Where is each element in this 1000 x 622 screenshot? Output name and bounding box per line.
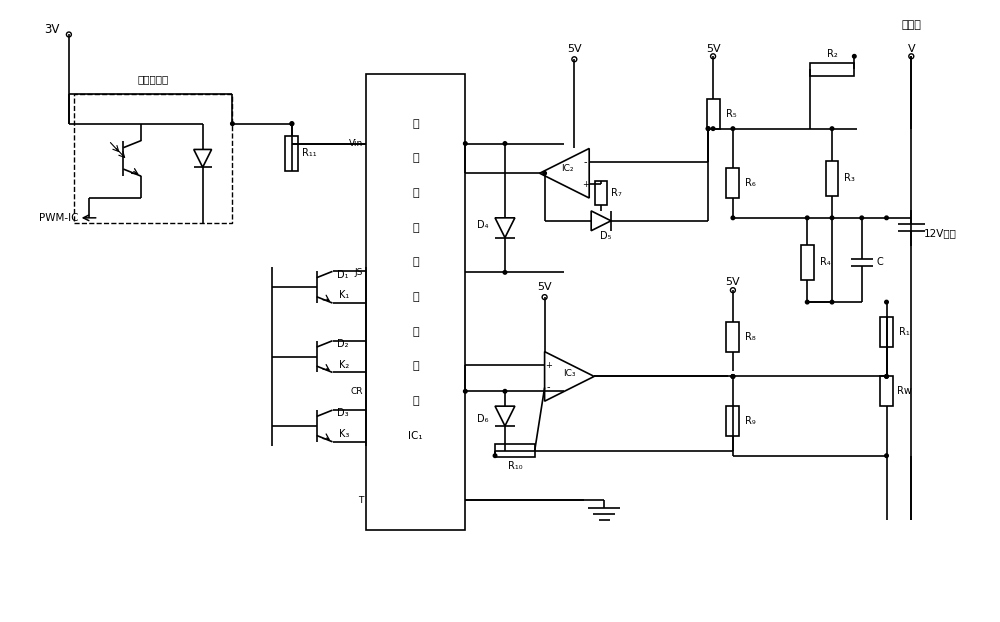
Circle shape: [731, 374, 735, 378]
Circle shape: [503, 142, 507, 146]
Circle shape: [885, 454, 888, 457]
Text: C: C: [876, 258, 883, 267]
Text: R₅: R₅: [726, 109, 736, 119]
Circle shape: [706, 127, 710, 131]
Circle shape: [885, 216, 888, 220]
Text: 5V: 5V: [706, 44, 720, 54]
Text: D₃: D₃: [337, 408, 348, 418]
Text: 路: 路: [412, 223, 419, 233]
Circle shape: [830, 216, 834, 220]
Circle shape: [706, 127, 710, 131]
Text: 12V电池: 12V电池: [924, 228, 957, 238]
Circle shape: [885, 300, 888, 304]
Text: D₅: D₅: [600, 231, 612, 241]
Circle shape: [731, 374, 735, 378]
Bar: [495, 444, 535, 457]
Text: -: -: [547, 383, 550, 392]
Text: 入: 入: [412, 154, 419, 164]
Text: R₆: R₆: [745, 178, 756, 188]
Text: R₂: R₂: [827, 49, 837, 59]
Circle shape: [830, 127, 834, 131]
Text: K₂: K₂: [339, 360, 350, 369]
Text: PWM-IC: PWM-IC: [39, 213, 79, 223]
Text: R₁: R₁: [899, 327, 910, 337]
Text: 主电源: 主电源: [901, 19, 921, 30]
Text: R₉: R₉: [745, 416, 756, 426]
Circle shape: [503, 271, 507, 274]
Bar: [880, 376, 893, 406]
Text: IC₁: IC₁: [408, 431, 423, 441]
Text: 央: 央: [412, 292, 419, 302]
Text: 5V: 5V: [567, 44, 582, 54]
Text: T: T: [358, 496, 363, 505]
Bar: [726, 169, 739, 198]
Circle shape: [290, 122, 294, 126]
Bar: [595, 180, 607, 205]
Circle shape: [464, 142, 467, 146]
Bar: [707, 99, 720, 129]
Circle shape: [543, 172, 546, 175]
Text: 器: 器: [412, 396, 419, 406]
Circle shape: [860, 216, 864, 220]
Bar: [726, 406, 739, 436]
Text: Vin: Vin: [349, 139, 363, 148]
Circle shape: [503, 389, 507, 393]
Bar: [880, 317, 893, 346]
Text: 5V: 5V: [537, 282, 552, 292]
Circle shape: [464, 389, 467, 393]
Bar: [810, 63, 854, 76]
Circle shape: [885, 374, 888, 378]
Text: D₄: D₄: [477, 220, 489, 230]
Circle shape: [853, 55, 856, 58]
Text: R₁₀: R₁₀: [508, 461, 522, 471]
Circle shape: [711, 127, 715, 131]
Text: -: -: [583, 157, 587, 167]
Text: 嵌: 嵌: [412, 119, 419, 129]
Bar: [285, 136, 298, 171]
Text: R₇: R₇: [611, 188, 621, 198]
Text: 5V: 5V: [726, 277, 740, 287]
Text: D₆: D₆: [477, 414, 489, 424]
Text: IC₂: IC₂: [561, 164, 574, 173]
Text: V: V: [907, 44, 915, 54]
Text: +: +: [545, 361, 552, 369]
Text: Rw: Rw: [897, 386, 912, 396]
Text: D₂: D₂: [337, 339, 348, 349]
Text: IC₃: IC₃: [563, 369, 576, 378]
Circle shape: [885, 374, 888, 378]
Text: 制: 制: [412, 361, 419, 371]
Text: R₁₁: R₁₁: [302, 149, 317, 159]
Text: K₃: K₃: [339, 429, 350, 439]
Text: R₃: R₃: [844, 173, 855, 183]
Circle shape: [731, 374, 735, 378]
Circle shape: [731, 216, 735, 220]
Text: D₁: D₁: [337, 269, 348, 279]
Circle shape: [493, 454, 497, 457]
Bar: [74, 94, 232, 223]
Circle shape: [805, 300, 809, 304]
Bar: [366, 74, 465, 530]
Text: R₄: R₄: [820, 258, 830, 267]
Circle shape: [290, 122, 294, 126]
Text: K₁: K₁: [339, 290, 350, 300]
Text: 电: 电: [412, 188, 419, 198]
Text: 控: 控: [412, 327, 419, 337]
Text: R₈: R₈: [745, 332, 756, 341]
Text: 光电耦合器: 光电耦合器: [138, 74, 169, 84]
Circle shape: [731, 127, 735, 131]
Text: CR: CR: [351, 387, 363, 396]
Bar: [726, 322, 739, 351]
Circle shape: [805, 216, 809, 220]
Text: JS: JS: [355, 268, 363, 277]
Bar: [826, 161, 838, 195]
Circle shape: [231, 122, 234, 126]
Text: 3V: 3V: [44, 23, 59, 36]
Text: +: +: [582, 180, 589, 189]
Text: 中: 中: [412, 258, 419, 267]
Bar: [801, 245, 814, 280]
Circle shape: [830, 300, 834, 304]
